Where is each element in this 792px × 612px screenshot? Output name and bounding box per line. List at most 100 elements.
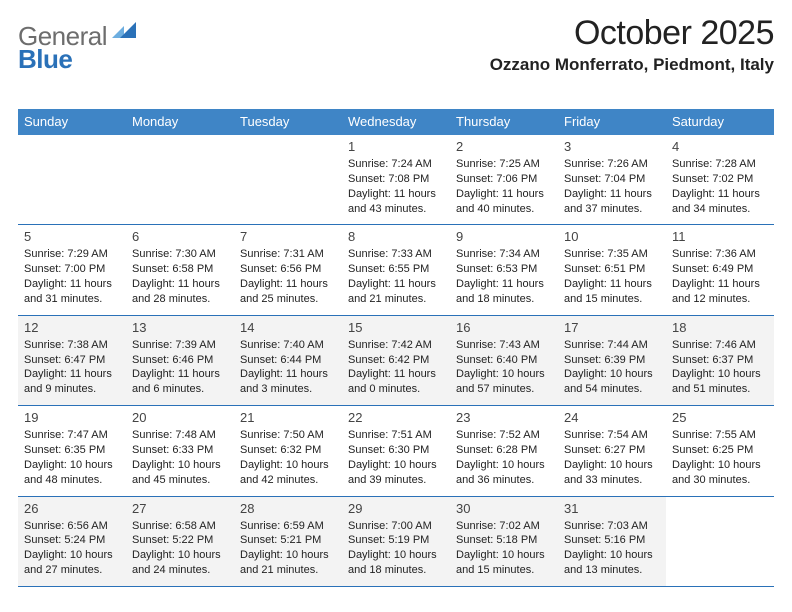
- calendar-day-cell: 8 Sunrise: 7:33 AMSunset: 6:55 PMDaylight…: [342, 225, 450, 315]
- calendar-day-cell: 5 Sunrise: 7:29 AMSunset: 7:00 PMDaylight…: [18, 225, 126, 315]
- calendar-day-cell: 3Sunrise: 7:26 AMSunset: 7:04 PMDaylight…: [558, 135, 666, 225]
- logo-blue-row: Blue: [18, 44, 72, 75]
- calendar-day-cell: 28Sunrise: 6:59 AMSunset: 5:21 PMDayligh…: [234, 496, 342, 586]
- sun-info: Sunrise: 7:03 AMSunset: 5:16 PMDaylight:…: [564, 519, 660, 578]
- sun-info: Sunrise: 7:50 AMSunset: 6:32 PMDaylight:…: [240, 428, 336, 487]
- calendar-day-cell: 23 Sunrise: 7:52 AMSunset: 6:28 PMDayligh…: [450, 406, 558, 496]
- sun-info: Sunrise: 7:34 AMSunset: 6:53 PMDaylight:…: [456, 247, 552, 306]
- calendar-day-cell: [666, 496, 774, 586]
- day-number: 8: [348, 229, 444, 244]
- sun-info: Sunrise: 7:00 AMSunset: 5:19 PMDaylight:…: [348, 519, 444, 578]
- calendar-day-cell: 30Sunrise: 7:02 AMSunset: 5:18 PMDayligh…: [450, 496, 558, 586]
- title-block: October 2025 Ozzano Monferrato, Piedmont…: [490, 14, 774, 75]
- calendar-day-cell: 9 Sunrise: 7:34 AMSunset: 6:53 PMDaylight…: [450, 225, 558, 315]
- day-number: 14: [240, 320, 336, 335]
- calendar-day-cell: 4 Sunrise: 7:28 AMSunset: 7:02 PMDaylight…: [666, 135, 774, 225]
- calendar-day-cell: 26Sunrise: 6:56 AMSunset: 5:24 PMDayligh…: [18, 496, 126, 586]
- sun-info: Sunrise: 6:56 AMSunset: 5:24 PMDaylight:…: [24, 519, 120, 578]
- sun-info: Sunrise: 7:30 AMSunset: 6:58 PMDaylight:…: [132, 247, 228, 306]
- location-subtitle: Ozzano Monferrato, Piedmont, Italy: [490, 55, 774, 75]
- calendar-day-cell: 31 Sunrise: 7:03 AMSunset: 5:16 PMDayligh…: [558, 496, 666, 586]
- calendar-day-cell: 21 Sunrise: 7:50 AMSunset: 6:32 PMDayligh…: [234, 406, 342, 496]
- calendar-day-cell: 6 Sunrise: 7:30 AMSunset: 6:58 PMDaylight…: [126, 225, 234, 315]
- calendar-day-cell: 15 Sunrise: 7:42 AMSunset: 6:42 PMDayligh…: [342, 315, 450, 405]
- sun-info: Sunrise: 7:44 AMSunset: 6:39 PMDaylight:…: [564, 338, 660, 397]
- calendar-table: Sunday Monday Tuesday Wednesday Thursday…: [18, 109, 774, 587]
- calendar-week-row: 19Sunrise: 7:47 AMSunset: 6:35 PMDayligh…: [18, 406, 774, 496]
- sun-info: Sunrise: 7:39 AMSunset: 6:46 PMDaylight:…: [132, 338, 228, 397]
- calendar-day-cell: [126, 135, 234, 225]
- day-number: 6: [132, 229, 228, 244]
- sun-info: Sunrise: 7:36 AMSunset: 6:49 PMDaylight:…: [672, 247, 768, 306]
- day-number: 15: [348, 320, 444, 335]
- sun-info: Sunrise: 7:52 AMSunset: 6:28 PMDaylight:…: [456, 428, 552, 487]
- day-number: 18: [672, 320, 768, 335]
- sun-info: Sunrise: 6:59 AMSunset: 5:21 PMDaylight:…: [240, 519, 336, 578]
- day-number: 21: [240, 410, 336, 425]
- calendar-day-cell: 29 Sunrise: 7:00 AMSunset: 5:19 PMDayligh…: [342, 496, 450, 586]
- sun-info: Sunrise: 7:55 AMSunset: 6:25 PMDaylight:…: [672, 428, 768, 487]
- sun-info: Sunrise: 7:48 AMSunset: 6:33 PMDaylight:…: [132, 428, 228, 487]
- sun-info: Sunrise: 7:46 AMSunset: 6:37 PMDaylight:…: [672, 338, 768, 397]
- weekday-header: Sunday: [18, 109, 126, 135]
- weekday-header-row: Sunday Monday Tuesday Wednesday Thursday…: [18, 109, 774, 135]
- day-number: 23: [456, 410, 552, 425]
- sun-info: Sunrise: 7:33 AMSunset: 6:55 PMDaylight:…: [348, 247, 444, 306]
- weekday-header: Saturday: [666, 109, 774, 135]
- logo-text-blue: Blue: [18, 44, 72, 74]
- sun-info: Sunrise: 7:25 AMSunset: 7:06 PMDaylight:…: [456, 157, 552, 216]
- sun-info: Sunrise: 7:31 AMSunset: 6:56 PMDaylight:…: [240, 247, 336, 306]
- calendar-body: 1 Sunrise: 7:24 AMSunset: 7:08 PMDaylight…: [18, 135, 774, 586]
- weekday-header: Monday: [126, 109, 234, 135]
- day-number: 7: [240, 229, 336, 244]
- sun-info: Sunrise: 7:24 AMSunset: 7:08 PMDaylight:…: [348, 157, 444, 216]
- weekday-header: Wednesday: [342, 109, 450, 135]
- calendar-day-cell: 17Sunrise: 7:44 AMSunset: 6:39 PMDayligh…: [558, 315, 666, 405]
- calendar-day-cell: 13Sunrise: 7:39 AMSunset: 6:46 PMDayligh…: [126, 315, 234, 405]
- day-number: 2: [456, 139, 552, 154]
- day-number: 1: [348, 139, 444, 154]
- sun-info: Sunrise: 7:29 AMSunset: 7:00 PMDaylight:…: [24, 247, 120, 306]
- page-header: General October 2025 Ozzano Monferrato, …: [18, 14, 774, 75]
- sun-info: Sunrise: 7:47 AMSunset: 6:35 PMDaylight:…: [24, 428, 120, 487]
- sun-info: Sunrise: 6:58 AMSunset: 5:22 PMDaylight:…: [132, 519, 228, 578]
- calendar-page: General October 2025 Ozzano Monferrato, …: [0, 0, 792, 612]
- day-number: 9: [456, 229, 552, 244]
- calendar-day-cell: 11Sunrise: 7:36 AMSunset: 6:49 PMDayligh…: [666, 225, 774, 315]
- calendar-week-row: 12Sunrise: 7:38 AMSunset: 6:47 PMDayligh…: [18, 315, 774, 405]
- day-number: 4: [672, 139, 768, 154]
- sun-info: Sunrise: 7:42 AMSunset: 6:42 PMDaylight:…: [348, 338, 444, 397]
- sun-info: Sunrise: 7:43 AMSunset: 6:40 PMDaylight:…: [456, 338, 552, 397]
- day-number: 29: [348, 501, 444, 516]
- weekday-header: Friday: [558, 109, 666, 135]
- calendar-day-cell: 12Sunrise: 7:38 AMSunset: 6:47 PMDayligh…: [18, 315, 126, 405]
- weekday-header: Thursday: [450, 109, 558, 135]
- sun-info: Sunrise: 7:35 AMSunset: 6:51 PMDaylight:…: [564, 247, 660, 306]
- calendar-day-cell: 2 Sunrise: 7:25 AMSunset: 7:06 PMDaylight…: [450, 135, 558, 225]
- calendar-day-cell: 22 Sunrise: 7:51 AMSunset: 6:30 PMDayligh…: [342, 406, 450, 496]
- calendar-day-cell: [234, 135, 342, 225]
- weekday-header: Tuesday: [234, 109, 342, 135]
- day-number: 22: [348, 410, 444, 425]
- sun-info: Sunrise: 7:40 AMSunset: 6:44 PMDaylight:…: [240, 338, 336, 397]
- calendar-day-cell: 14 Sunrise: 7:40 AMSunset: 6:44 PMDayligh…: [234, 315, 342, 405]
- calendar-day-cell: 7 Sunrise: 7:31 AMSunset: 6:56 PMDaylight…: [234, 225, 342, 315]
- day-number: 20: [132, 410, 228, 425]
- day-number: 31: [564, 501, 660, 516]
- sun-info: Sunrise: 7:02 AMSunset: 5:18 PMDaylight:…: [456, 519, 552, 578]
- calendar-day-cell: 19Sunrise: 7:47 AMSunset: 6:35 PMDayligh…: [18, 406, 126, 496]
- calendar-day-cell: 16Sunrise: 7:43 AMSunset: 6:40 PMDayligh…: [450, 315, 558, 405]
- sun-info: Sunrise: 7:51 AMSunset: 6:30 PMDaylight:…: [348, 428, 444, 487]
- day-number: 5: [24, 229, 120, 244]
- day-number: 10: [564, 229, 660, 244]
- calendar-day-cell: 1 Sunrise: 7:24 AMSunset: 7:08 PMDaylight…: [342, 135, 450, 225]
- calendar-day-cell: 10 Sunrise: 7:35 AMSunset: 6:51 PMDayligh…: [558, 225, 666, 315]
- logo-mark-icon: [112, 20, 138, 43]
- calendar-week-row: 5 Sunrise: 7:29 AMSunset: 7:00 PMDaylight…: [18, 225, 774, 315]
- sun-info: Sunrise: 7:54 AMSunset: 6:27 PMDaylight:…: [564, 428, 660, 487]
- sun-info: Sunrise: 7:28 AMSunset: 7:02 PMDaylight:…: [672, 157, 768, 216]
- day-number: 3: [564, 139, 660, 154]
- month-title: October 2025: [490, 14, 774, 53]
- calendar-day-cell: 24Sunrise: 7:54 AMSunset: 6:27 PMDayligh…: [558, 406, 666, 496]
- calendar-day-cell: 27Sunrise: 6:58 AMSunset: 5:22 PMDayligh…: [126, 496, 234, 586]
